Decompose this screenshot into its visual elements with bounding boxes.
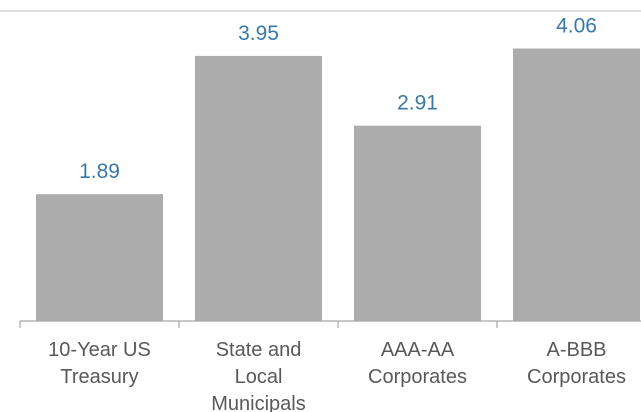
- category-label-line: AAA-AA: [381, 339, 455, 361]
- category-label-line: Treasury: [60, 366, 138, 388]
- bar: [195, 55, 322, 322]
- category-label-line: A-BBB: [546, 339, 606, 361]
- category-label: 10-Year US Treasury: [48, 339, 151, 388]
- category-label-line: 10-Year US: [48, 339, 151, 361]
- category-label: AAA-AA Corporates: [368, 339, 467, 388]
- category-label: A-BBB Corporates: [527, 339, 626, 388]
- category-label: State and Local Municipals: [211, 339, 305, 412]
- category-label-line: Municipals: [211, 393, 305, 412]
- bar: [354, 125, 481, 321]
- bar: [36, 194, 163, 321]
- bar-value-label: 4.06: [556, 15, 597, 38]
- x-axis-ticks: [19, 321, 498, 328]
- bar: [513, 48, 640, 321]
- value-labels: 1.89 3.95 2.91 4.06: [79, 15, 597, 184]
- category-label-line: Local: [235, 366, 283, 388]
- bar-value-label: 1.89: [79, 160, 120, 183]
- category-label-line: State and: [216, 339, 302, 361]
- bar-value-label: 3.95: [238, 22, 279, 45]
- category-label-line: Corporates: [368, 366, 467, 388]
- category-label-line: Corporates: [527, 366, 626, 388]
- category-labels: 10-Year US Treasury State and Local Municipa…: [48, 339, 626, 412]
- bar-value-label: 2.91: [397, 92, 438, 115]
- bars-layer: [36, 48, 640, 322]
